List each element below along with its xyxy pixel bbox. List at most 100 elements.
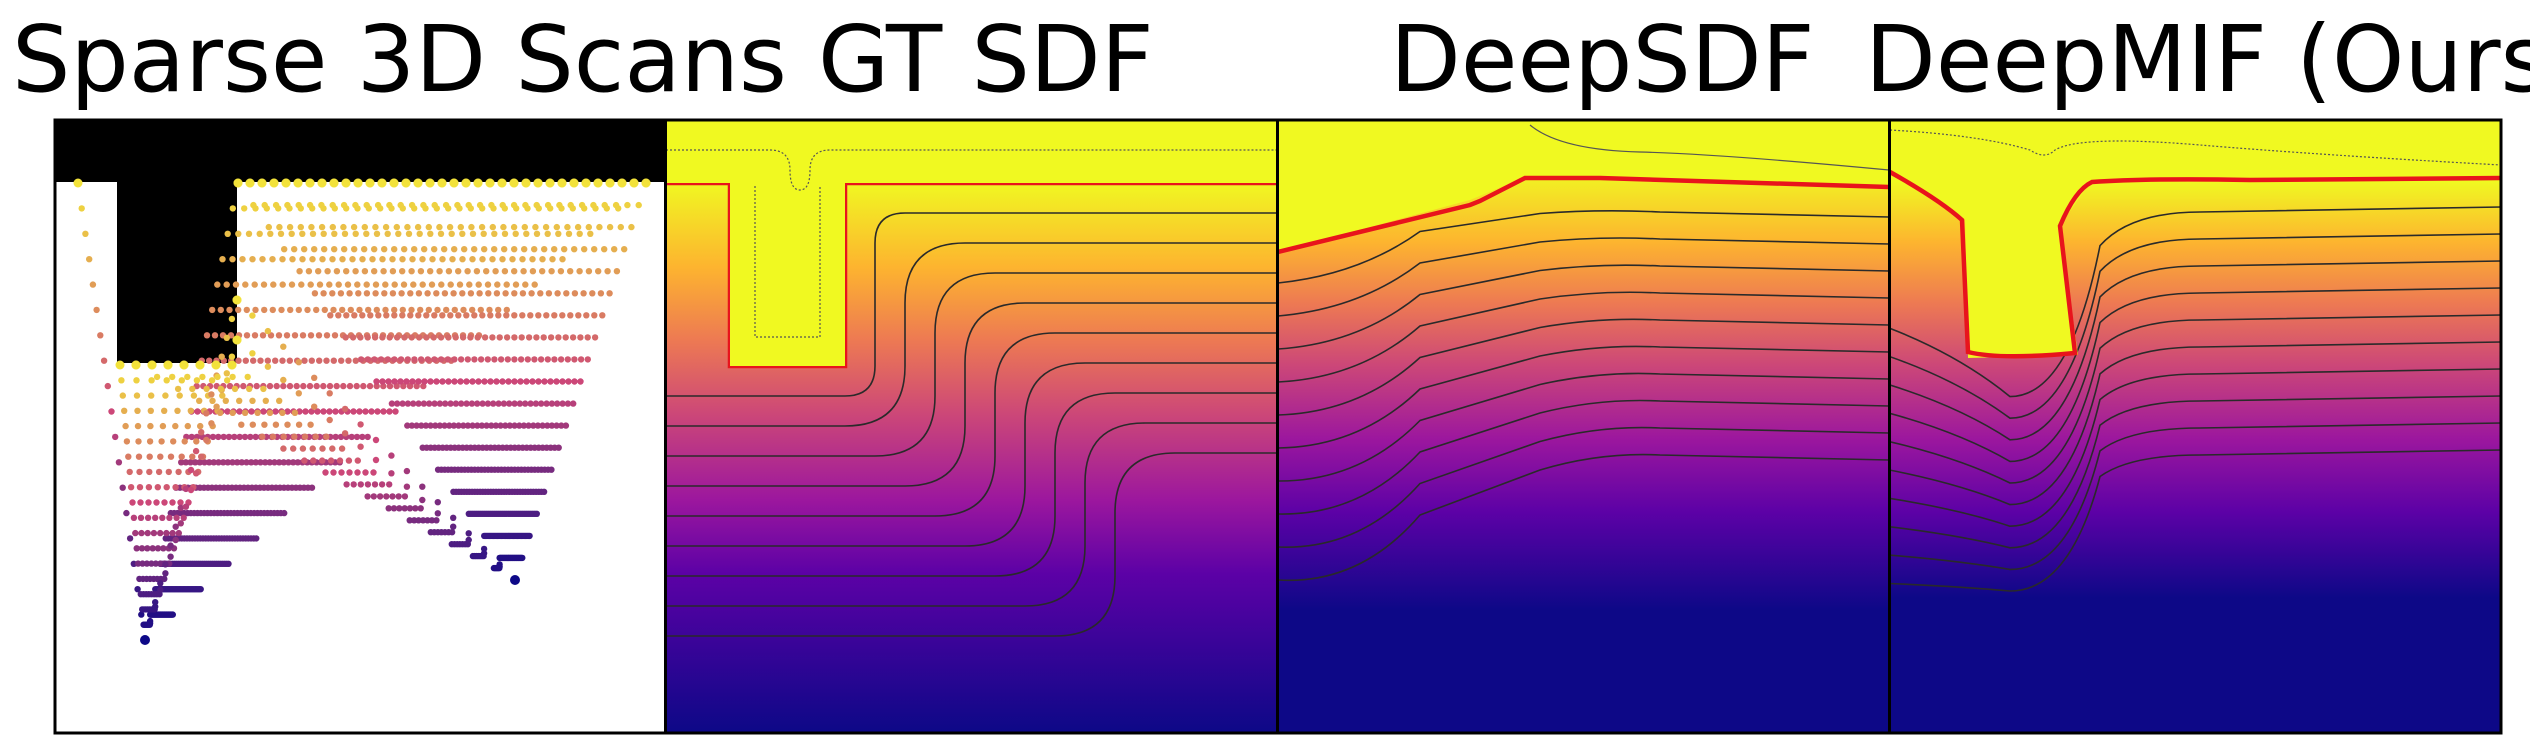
ray-sample-point — [388, 400, 396, 407]
ray-sample-point — [220, 459, 227, 466]
ray-sample-point — [223, 334, 230, 341]
contour-lines — [666, 212, 1277, 637]
ray-sample-point — [495, 400, 502, 407]
ray-sample-point — [170, 438, 177, 445]
ray-sample-point — [533, 334, 540, 341]
ray-sample-point — [386, 481, 393, 488]
ray-sample-point — [222, 397, 229, 404]
ray-sample-point — [180, 514, 187, 521]
ray-sample-point — [427, 378, 434, 385]
ray-sample-point — [134, 407, 141, 414]
contour-line — [1890, 341, 2501, 506]
ray-sample-point — [347, 306, 354, 314]
ray-sample-point — [339, 256, 346, 263]
ray-sample-point — [252, 459, 259, 466]
ray-sample-point — [401, 246, 408, 253]
ray-sample-point — [319, 256, 326, 263]
ray-sample-point — [86, 256, 93, 263]
ray-sample-point — [601, 201, 608, 209]
ray-sample-point — [578, 201, 586, 209]
ray-sample-point — [376, 493, 384, 500]
ray-sample-point — [208, 420, 215, 427]
ray-sample-point — [199, 373, 206, 381]
ray-sample-point — [306, 382, 314, 390]
panel-title-scans: Sparse 3D Scans — [12, 6, 787, 113]
ray-sample-point — [544, 201, 552, 209]
ray-sample-point — [260, 408, 267, 415]
ray-sample-point — [457, 223, 464, 231]
contour-line — [666, 272, 1277, 457]
ray-sample-point — [193, 377, 201, 384]
ray-sample-point — [270, 281, 277, 288]
ray-sample-point — [378, 481, 386, 488]
ray-sample-point — [400, 382, 407, 390]
ray-sample-point — [307, 421, 314, 428]
ray-sample-point — [264, 363, 272, 370]
ray-sample-point — [126, 468, 133, 476]
ray-sample-point — [434, 306, 441, 314]
ray-sample-point — [138, 529, 145, 537]
ray-sample-point — [408, 268, 415, 275]
ray-sample-point — [391, 356, 398, 363]
ray-sample-point — [359, 433, 366, 441]
ray-sample-point — [163, 360, 173, 370]
ray-sample-point — [159, 422, 167, 430]
ray-sample-point — [382, 281, 389, 288]
ray-sample-point — [517, 356, 525, 363]
ray-sample-point — [544, 422, 551, 429]
ray-sample-point — [390, 505, 398, 512]
contour-line — [1278, 399, 1889, 515]
ray-sample-point — [225, 433, 233, 441]
contour-line — [1278, 426, 1889, 548]
ray-sample-point — [301, 457, 308, 464]
ray-sample-point — [158, 438, 165, 445]
ray-sample-point — [349, 334, 357, 341]
ray-sample-point — [131, 360, 141, 370]
ray-sample-point — [382, 223, 390, 231]
ray-sample-point — [177, 499, 184, 506]
ray-sample-point — [431, 201, 438, 209]
ray-sample-point — [549, 256, 556, 263]
ray-sample-point — [194, 408, 201, 415]
ray-sample-point — [612, 201, 620, 209]
ray-sample-point — [481, 246, 488, 253]
ray-sample-point — [152, 514, 159, 521]
ray-sample-point — [249, 397, 256, 404]
ray-sample-point — [539, 256, 546, 263]
ray-sample-point — [585, 223, 592, 231]
ray-sample-point — [297, 223, 304, 231]
ray-sample-point — [370, 469, 377, 476]
ray-sample-point — [253, 382, 260, 390]
ray-sample-point — [641, 178, 651, 188]
ray-sample-point — [138, 611, 145, 618]
ray-sample-point — [537, 290, 544, 297]
ray-sample-point — [319, 457, 326, 464]
ray-sample-point — [569, 178, 579, 188]
ray-sample-point — [336, 457, 344, 464]
ray-sample-point — [379, 256, 386, 263]
ray-sample-point — [276, 397, 283, 404]
ray-sample-point — [537, 356, 545, 363]
ray-sample-point — [302, 408, 309, 415]
ray-sample-point — [173, 514, 180, 521]
ray-sample-point — [329, 223, 336, 231]
ray-sample-point — [587, 230, 594, 237]
ray-sample-point — [458, 400, 465, 407]
ray-sample-point — [273, 382, 280, 390]
ray-sample-point — [419, 517, 427, 524]
ray-sample-point — [232, 281, 240, 288]
ray-sample-point — [548, 400, 556, 407]
ray-sample-point — [119, 392, 127, 399]
ray-sample-point — [492, 268, 499, 275]
ray-sample-point — [118, 377, 125, 384]
ray-sample-point — [248, 408, 255, 415]
ray-sample-point — [257, 459, 264, 466]
ray-sample-point — [553, 422, 560, 429]
ray-sample-point — [162, 392, 169, 399]
contour-line — [1278, 453, 1889, 582]
ray-sample-point — [555, 444, 562, 451]
ray-sample-point — [373, 378, 380, 385]
contour-lines — [1278, 210, 1889, 582]
ray-sample-point — [459, 256, 466, 263]
